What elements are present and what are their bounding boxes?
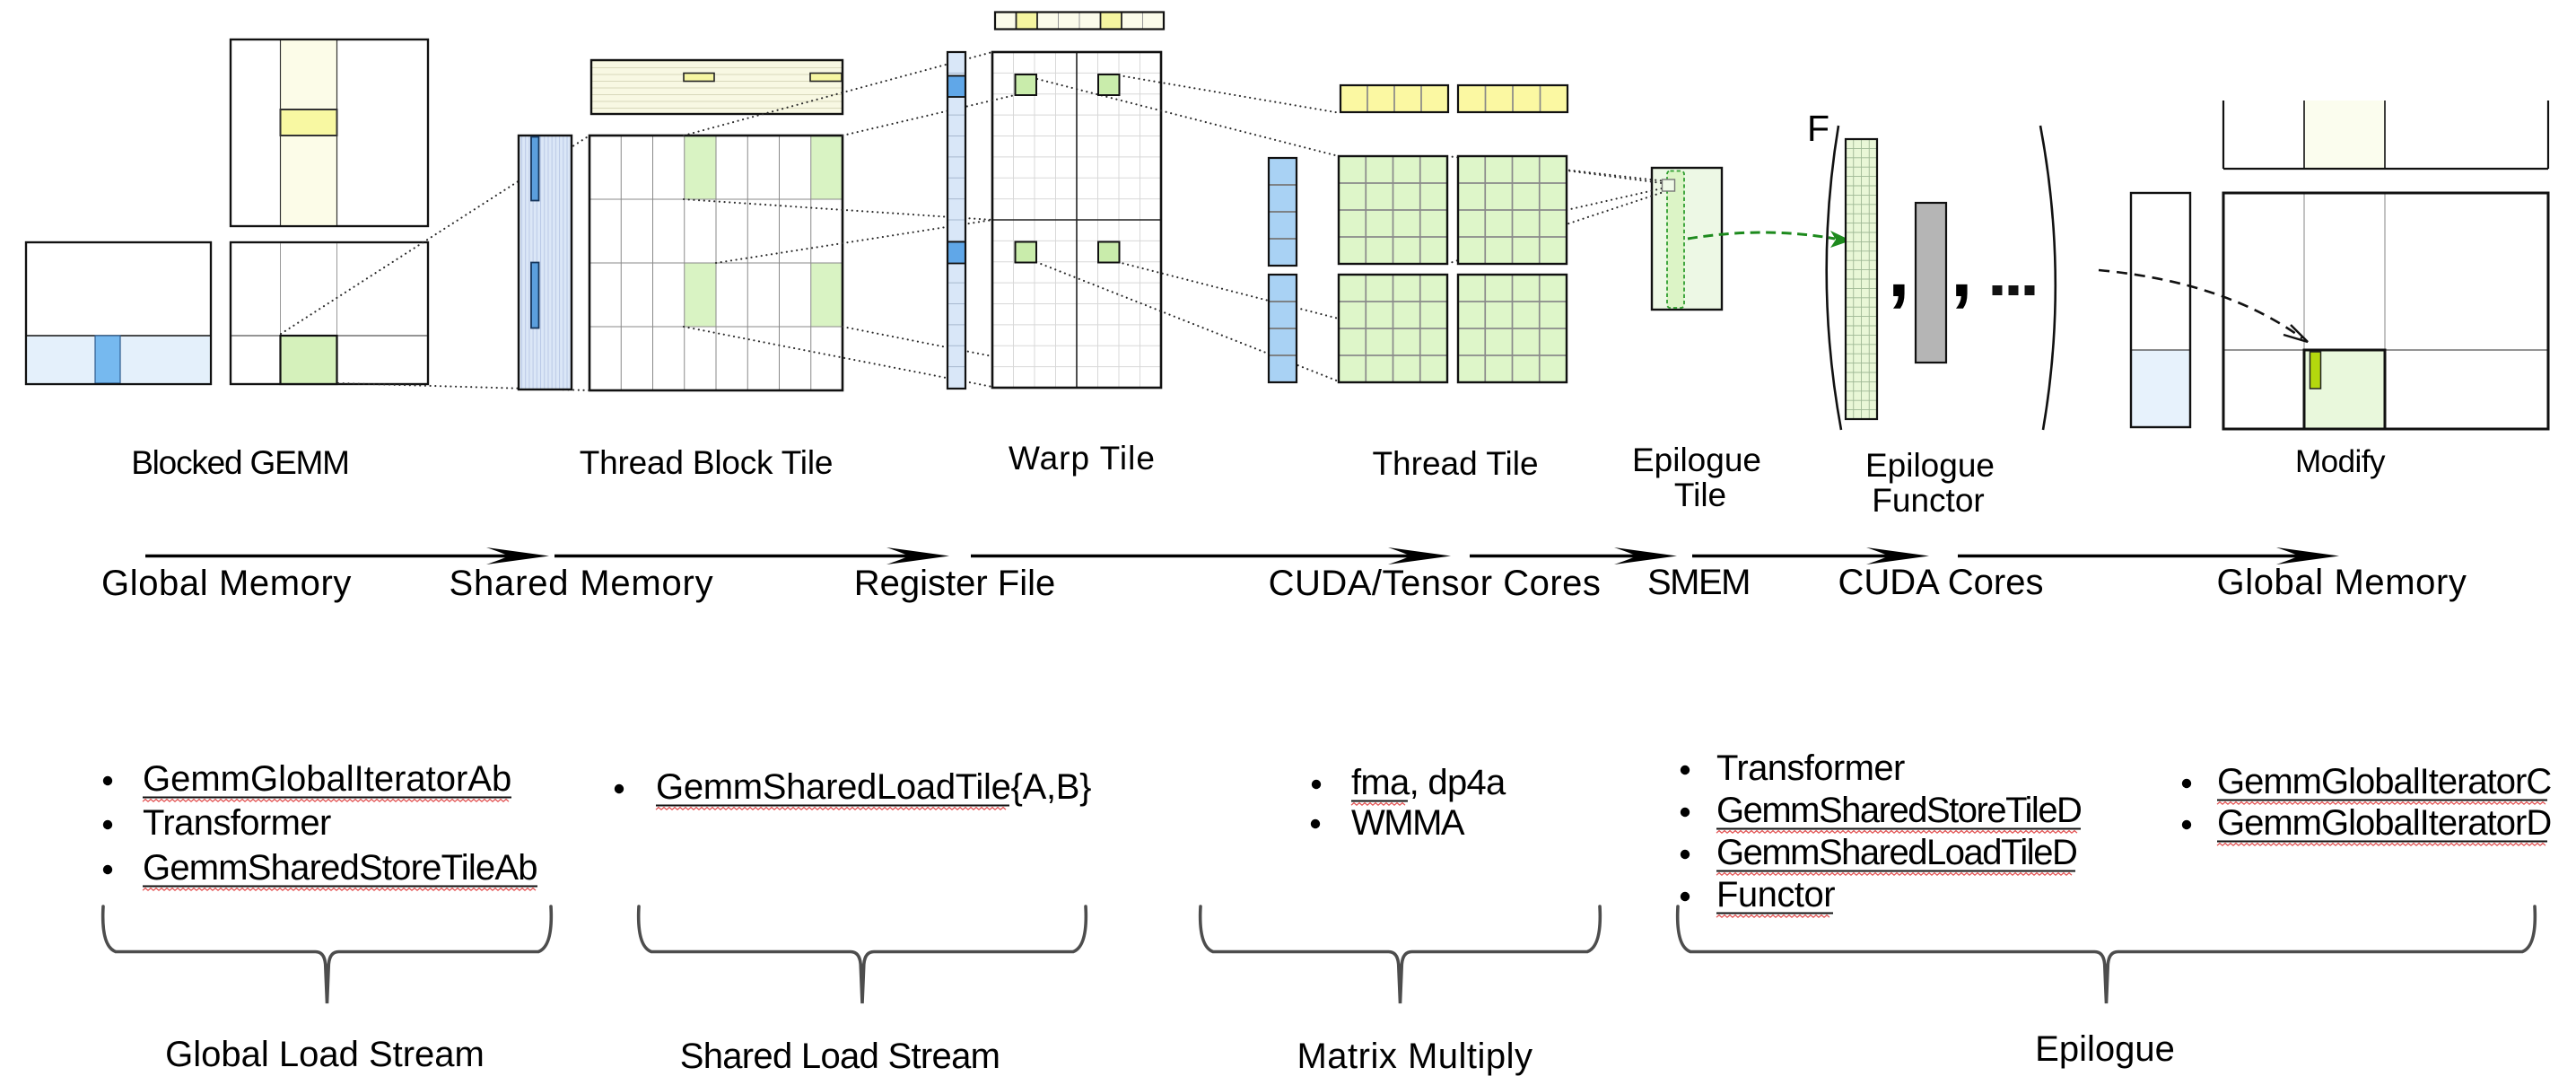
svg-text:Epilogue: Epilogue [2035, 1029, 2175, 1069]
svg-text:SMEM: SMEM [1647, 563, 1750, 602]
svg-text:Transformer: Transformer [143, 803, 331, 843]
svg-text:GemmSharedStoreTileD: GemmSharedStoreTileD [1716, 791, 2081, 830]
svg-text:Blocked GEMM: Blocked GEMM [131, 444, 349, 481]
svg-text:Epilogue: Epilogue [1865, 447, 1995, 484]
svg-text:GemmSharedLoadTileD: GemmSharedLoadTileD [1716, 833, 2076, 872]
svg-text:Thread Tile: Thread Tile [1372, 445, 1538, 482]
svg-text:Shared Memory: Shared Memory [450, 564, 714, 603]
svg-text:Tile: Tile [1674, 477, 1726, 513]
svg-text:Shared Load Stream: Shared Load Stream [680, 1037, 1000, 1076]
svg-text:fma, dp4a: fma, dp4a [1351, 763, 1506, 802]
svg-text:Functor: Functor [1872, 482, 1984, 519]
svg-text:F: F [1807, 108, 1829, 149]
svg-text:Global Memory: Global Memory [2217, 563, 2467, 602]
svg-text:WMMA: WMMA [1351, 803, 1465, 843]
svg-text:CUDA/Tensor Cores: CUDA/Tensor Cores [1269, 564, 1602, 603]
svg-text:,: , [1951, 224, 1972, 313]
svg-text:Warp Tile: Warp Tile [1009, 440, 1156, 477]
svg-text:GemmSharedStoreTileAb: GemmSharedStoreTileAb [143, 848, 537, 888]
svg-text:CUDA Cores: CUDA Cores [1838, 563, 2044, 602]
svg-text:Global Memory: Global Memory [101, 564, 352, 603]
svg-text:GemmSharedLoadTile{A,B}: GemmSharedLoadTile{A,B} [656, 767, 1091, 807]
svg-text:,: , [1888, 224, 1909, 313]
svg-text:GemmGlobalIteratorAb: GemmGlobalIteratorAb [143, 759, 511, 799]
svg-text:Matrix Multiply: Matrix Multiply [1297, 1037, 1533, 1076]
svg-text:Global Load Stream: Global Load Stream [165, 1035, 485, 1074]
svg-text:Modify: Modify [2295, 444, 2386, 479]
svg-text:Functor: Functor [1716, 875, 1835, 914]
svg-text:GemmGlobalIteratorC: GemmGlobalIteratorC [2217, 762, 2551, 801]
svg-text:GemmGlobalIteratorD: GemmGlobalIteratorD [2217, 803, 2551, 843]
svg-text:Thread Block Tile: Thread Block Tile [580, 444, 833, 481]
svg-text:Transformer: Transformer [1716, 748, 1905, 788]
svg-text:Register File: Register File [854, 564, 1056, 603]
svg-text:Epilogue: Epilogue [1632, 442, 1761, 478]
